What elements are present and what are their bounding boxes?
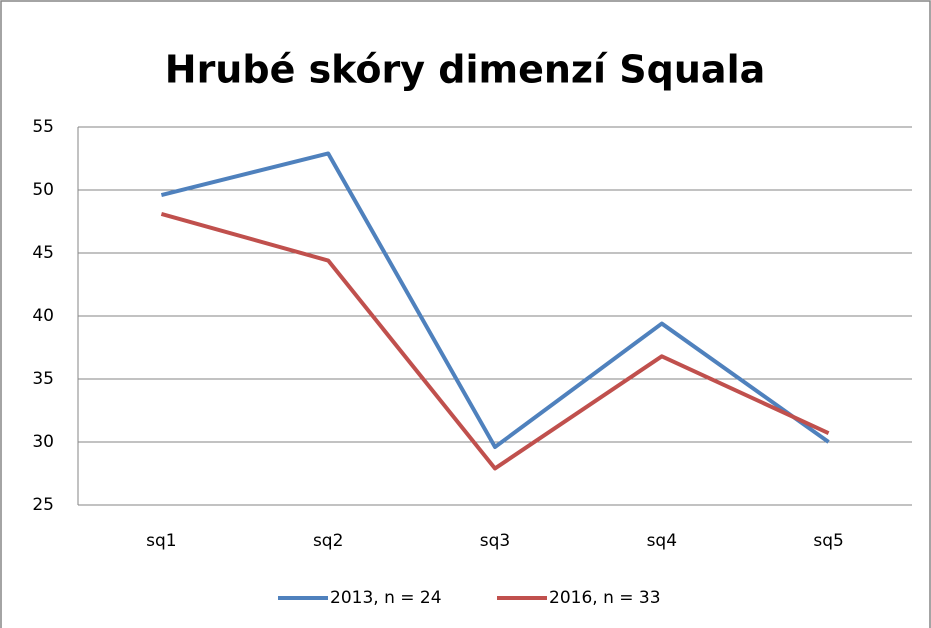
series-line bbox=[160, 151, 830, 450]
legend-label: 2013, n = 24 bbox=[330, 588, 442, 608]
x-tick-label: sq2 bbox=[313, 531, 343, 551]
y-tick-label: 45 bbox=[32, 243, 54, 263]
y-tick-label: 40 bbox=[32, 306, 54, 326]
x-tick-label: sq1 bbox=[146, 531, 176, 551]
y-tick-label: 30 bbox=[32, 432, 54, 452]
series-line bbox=[160, 212, 830, 471]
legend-label: 2016, n = 33 bbox=[549, 588, 661, 608]
y-tick-label: 25 bbox=[32, 495, 54, 515]
y-tick-label: 55 bbox=[32, 117, 54, 137]
x-tick-label: sq4 bbox=[647, 531, 677, 551]
chart-title: Hrubé skóry dimenzí Squala bbox=[165, 48, 765, 92]
x-tick-label: sq5 bbox=[813, 531, 843, 551]
y-tick-label: 35 bbox=[32, 369, 54, 389]
x-tick-label: sq3 bbox=[480, 531, 510, 551]
y-tick-label: 50 bbox=[32, 180, 54, 200]
